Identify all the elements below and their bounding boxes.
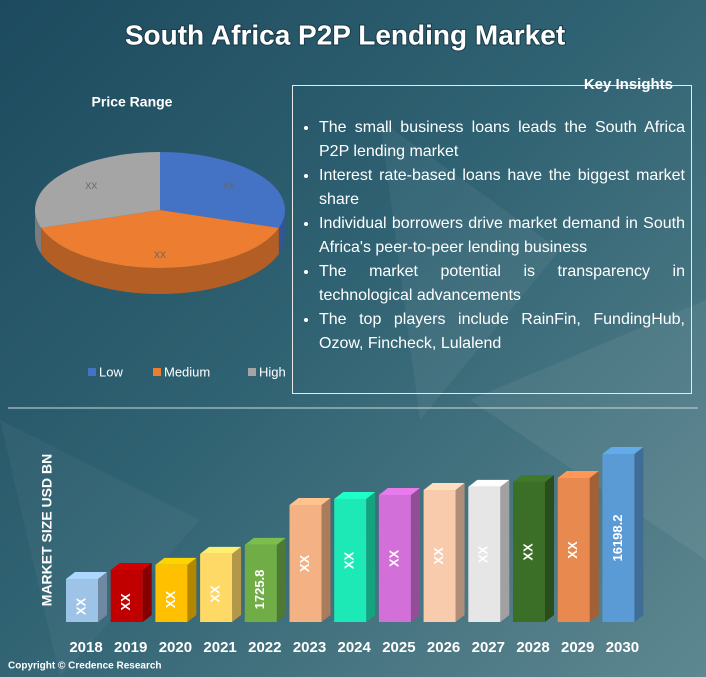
x-tick-label: 2021 (203, 639, 236, 656)
bar-label: XX (163, 590, 178, 608)
x-tick-label: 2029 (561, 639, 594, 656)
insight: The market potential is transparency in … (319, 260, 685, 308)
title: South Africa P2P Lending Market (125, 19, 565, 50)
bar-label: XX (386, 549, 401, 567)
bar-label: XX (431, 547, 446, 565)
decor (380, 120, 560, 420)
bar-top (557, 471, 599, 479)
bar-top (378, 487, 420, 495)
pie-label: XX (85, 181, 97, 191)
bar-label: XX (208, 585, 223, 603)
bar (155, 564, 188, 622)
pie-slice (41, 210, 279, 268)
bar-label: XX (73, 597, 88, 615)
insights-title: Key Insights (583, 76, 673, 93)
bar-label: 16198.2 (610, 515, 625, 562)
bar-top (110, 562, 152, 570)
x-tick-label: 2025 (382, 639, 415, 656)
decor (470, 300, 706, 560)
legend-swatch (153, 368, 161, 376)
bar-top (200, 546, 242, 554)
pie-title: Price Range (92, 94, 173, 110)
bar-label: XX (297, 554, 312, 572)
pie-label: XX (223, 181, 235, 191)
bar-top (155, 557, 197, 565)
insight: The top players include RainFin, Funding… (319, 308, 685, 356)
bar (557, 478, 590, 622)
pie-side (278, 210, 285, 254)
bar-side (232, 546, 242, 622)
x-tick-label: 2030 (606, 639, 639, 656)
legend-label: High (259, 364, 286, 379)
bar-label: 1725.8 (252, 570, 267, 610)
x-tick-label: 2026 (427, 639, 460, 656)
bar-top (602, 447, 644, 454)
bar-top (66, 571, 107, 579)
bar-side (142, 562, 152, 622)
copyright: Copyright © Credence Research (8, 661, 162, 672)
pie-label: XX (154, 250, 166, 260)
insights-list: The small business loans leads the South… (299, 116, 685, 356)
bar-top (513, 474, 554, 482)
pie-slice (160, 152, 285, 228)
pie-side (41, 227, 279, 294)
x-tick-label: 2020 (159, 639, 192, 656)
bar-side (410, 487, 420, 622)
bar-side (276, 537, 286, 622)
bar (423, 489, 456, 622)
legend-swatch (88, 368, 96, 376)
bar (513, 481, 545, 622)
insight: Individual borrowers drive market demand… (319, 212, 685, 260)
bar-side (321, 497, 331, 622)
bar (66, 578, 98, 622)
bar-label: XX (118, 593, 133, 611)
x-tick-label: 2027 (472, 639, 505, 656)
bar-side (500, 479, 510, 622)
x-tick-label: 2019 (114, 639, 147, 656)
legend-label: Low (99, 364, 123, 379)
y-axis-label: MARKET SIZE USD BN (39, 454, 55, 606)
bar (334, 498, 367, 622)
bar (602, 454, 635, 622)
bar-side (589, 471, 599, 622)
legend-swatch (248, 368, 256, 376)
bar-side (98, 571, 107, 622)
bar (110, 569, 143, 622)
bar-side (634, 447, 644, 622)
bar-top (334, 491, 376, 499)
bar-label: XX (565, 541, 580, 559)
decor (0, 420, 200, 677)
bar (244, 544, 277, 622)
bar-side (187, 557, 197, 622)
insight: The small business loans leads the South… (319, 116, 685, 164)
bar-label: XX (476, 545, 491, 563)
x-tick-label: 2023 (293, 639, 326, 656)
pie-slice (34, 152, 160, 228)
bar (200, 553, 233, 622)
bar (468, 486, 501, 622)
bar-top (289, 497, 331, 505)
bar-top (468, 479, 510, 487)
bar (378, 494, 411, 622)
x-tick-label: 2018 (69, 639, 102, 656)
bar-side (545, 474, 554, 622)
insight: Interest rate-based loans have the bigge… (319, 164, 685, 212)
bar-side (455, 482, 465, 622)
x-tick-label: 2024 (338, 639, 372, 656)
bar (289, 504, 322, 622)
bar-top (423, 482, 465, 490)
bar-top (244, 537, 286, 545)
insights: Key Insights The small business loans le… (292, 76, 692, 394)
bar-label: XX (520, 543, 535, 561)
pie-side (35, 210, 42, 254)
x-tick-label: 2022 (248, 639, 281, 656)
bar-label: XX (342, 551, 357, 569)
x-tick-label: 2028 (516, 639, 549, 656)
bar-side (366, 491, 376, 622)
legend-label: Medium (164, 364, 210, 379)
